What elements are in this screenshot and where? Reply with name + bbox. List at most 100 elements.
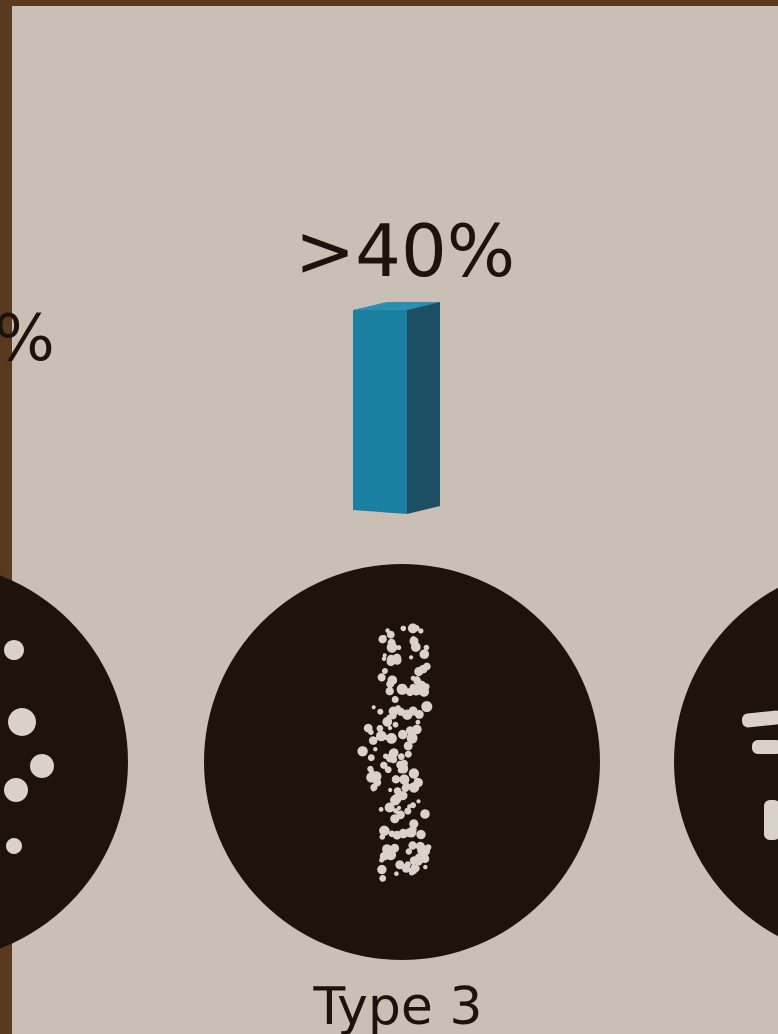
dot <box>401 784 410 792</box>
dot <box>410 636 417 643</box>
dot <box>384 802 395 813</box>
dot <box>377 864 387 875</box>
dot <box>406 688 414 697</box>
dot <box>399 774 410 785</box>
dot <box>413 777 423 788</box>
type-caption: Type 3 <box>312 977 482 1034</box>
dot <box>377 708 384 715</box>
dot <box>4 640 24 660</box>
dot <box>418 664 428 674</box>
dot <box>367 776 372 781</box>
dot <box>415 719 421 725</box>
dot <box>407 623 418 634</box>
stroke <box>764 800 778 840</box>
left-circle <box>0 575 128 949</box>
dot <box>376 725 384 732</box>
dot <box>396 645 402 651</box>
dot <box>377 673 386 682</box>
dot <box>376 730 387 742</box>
dot <box>409 819 419 829</box>
dot <box>379 825 390 836</box>
dot <box>420 809 430 819</box>
dot <box>387 725 393 731</box>
dot <box>405 848 412 855</box>
dot <box>388 787 393 793</box>
dot <box>391 696 399 703</box>
dot <box>392 721 399 728</box>
dot <box>379 834 386 840</box>
dot <box>409 655 414 660</box>
dot <box>420 854 426 860</box>
dot <box>419 649 430 659</box>
dot <box>6 838 22 854</box>
dot <box>386 642 398 653</box>
dot <box>386 630 395 639</box>
dot <box>423 644 430 651</box>
dot <box>396 683 408 695</box>
dot <box>371 787 376 792</box>
dot <box>395 705 401 712</box>
dot <box>403 741 413 751</box>
left-percent-label: % <box>0 302 55 376</box>
dot <box>384 766 392 774</box>
dot <box>384 846 391 853</box>
dot <box>425 844 432 851</box>
dot <box>406 827 417 838</box>
stroke <box>752 740 778 754</box>
dot <box>383 734 390 741</box>
dot <box>408 841 417 850</box>
dot <box>391 793 402 804</box>
dot <box>392 653 402 662</box>
dot <box>400 759 408 768</box>
dot <box>386 733 397 744</box>
dot <box>390 843 400 853</box>
dot <box>380 761 388 769</box>
dot <box>381 656 387 661</box>
dot <box>423 864 428 870</box>
dot <box>381 668 388 674</box>
dot <box>391 775 401 784</box>
dot <box>387 675 398 685</box>
dot <box>421 701 433 713</box>
dot <box>367 754 375 762</box>
left-circle-marks <box>4 640 54 854</box>
dot <box>404 750 412 758</box>
dot <box>389 755 398 764</box>
dot <box>30 754 54 778</box>
dot <box>8 708 36 736</box>
content: % >40% Type 3 <box>0 209 778 1034</box>
dot <box>404 807 412 815</box>
dot <box>379 875 387 882</box>
right-circle-marks <box>741 710 778 840</box>
center-circle-dots <box>357 623 433 882</box>
dot <box>408 768 420 779</box>
dot <box>414 709 424 719</box>
dot <box>382 653 387 658</box>
dot <box>378 807 384 812</box>
dot <box>371 705 376 710</box>
dot <box>418 628 424 634</box>
dot <box>393 808 399 814</box>
dot <box>408 735 417 744</box>
dot <box>4 778 28 802</box>
dot <box>410 642 421 652</box>
dot <box>390 814 400 824</box>
dot <box>357 746 368 757</box>
dot <box>368 736 378 745</box>
dot <box>419 686 430 697</box>
bar-side <box>407 302 440 514</box>
dot <box>398 828 409 839</box>
dot <box>385 828 390 833</box>
dot <box>407 783 414 790</box>
dot <box>385 687 394 696</box>
dot <box>416 799 421 804</box>
dot <box>363 723 373 733</box>
dot <box>387 851 393 857</box>
center-percent-label: >40% <box>295 209 515 293</box>
bar-top <box>353 302 440 310</box>
dot <box>397 767 404 774</box>
dot <box>389 748 399 758</box>
dot <box>410 802 416 809</box>
dot <box>412 724 422 735</box>
